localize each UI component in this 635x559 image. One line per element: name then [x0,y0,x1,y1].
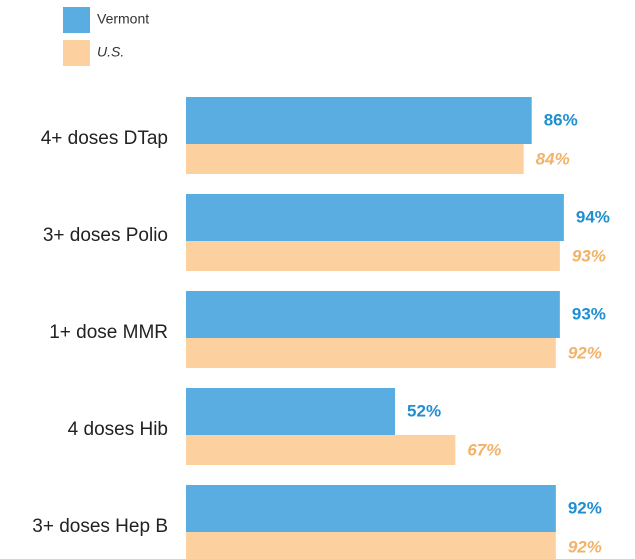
value-label: 52% [407,401,441,420]
bar [186,194,564,241]
legend-label: Vermont [97,11,149,27]
value-label: 93% [572,304,606,323]
bar [186,241,560,271]
value-label: 93% [572,246,606,265]
bar [186,97,532,144]
bar [186,388,396,435]
legend-label: U.S. [97,44,124,60]
bar [186,435,456,465]
category-label: 3+ doses Hep B [32,516,168,537]
bar [186,291,560,338]
value-label: 67% [467,440,501,459]
value-label: 86% [544,110,578,129]
category-label: 1+ dose MMR [49,322,168,343]
value-label: 92% [568,537,602,556]
value-label: 92% [568,498,602,517]
legend-swatch [63,7,90,33]
legend-swatch [63,40,90,66]
category-label: 4+ doses DTap [41,128,168,149]
category-label: 4 doses Hib [68,419,168,440]
bar [186,532,556,559]
bar [186,144,524,174]
bar [186,338,556,368]
value-label: 92% [568,343,602,362]
value-label: 84% [536,149,570,168]
bar [186,485,556,532]
category-label: 3+ doses Polio [43,225,168,246]
value-label: 94% [576,207,610,226]
